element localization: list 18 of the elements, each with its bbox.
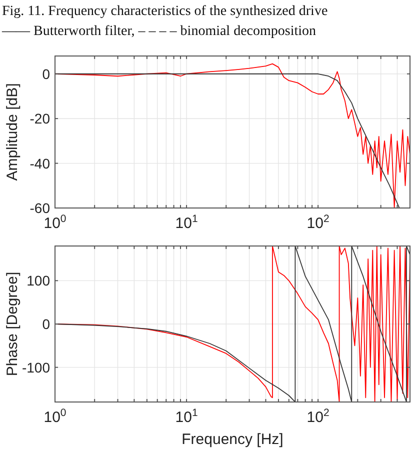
x-tick-label: 10$^{0}$: [44, 213, 66, 232]
y-tick-label: -40: [30, 155, 50, 172]
y-tick-label: 0: [42, 66, 50, 82]
x-tick-label: 10$^{2}$: [306, 407, 330, 426]
y-tick-label: -100: [22, 359, 50, 376]
y-tick-label: 0: [42, 316, 50, 332]
chart-title: Fig. 11. Frequency characteristics of the synthesized drive: [2, 4, 328, 19]
y-tick-label: -20: [30, 110, 50, 127]
x-axis-title: Frequency [Hz]: [182, 431, 284, 448]
x-tick-label: 10$^{0}$: [44, 407, 66, 426]
chart-subtitle: —— Butterworth filter, – – – – binomial decomposition: [1, 24, 316, 39]
x-tick-label: 10$^{1}$: [175, 407, 198, 426]
y-axis-title: Phase [Degree]: [4, 272, 21, 376]
y-tick-label: -60: [30, 200, 50, 216]
x-tick-label: 10$^{2}$: [306, 213, 330, 232]
y-tick-label: 100: [26, 272, 50, 289]
x-tick-label: 10$^{1}$: [175, 213, 198, 232]
y-axis-title: Amplitude [dB]: [4, 83, 21, 181]
